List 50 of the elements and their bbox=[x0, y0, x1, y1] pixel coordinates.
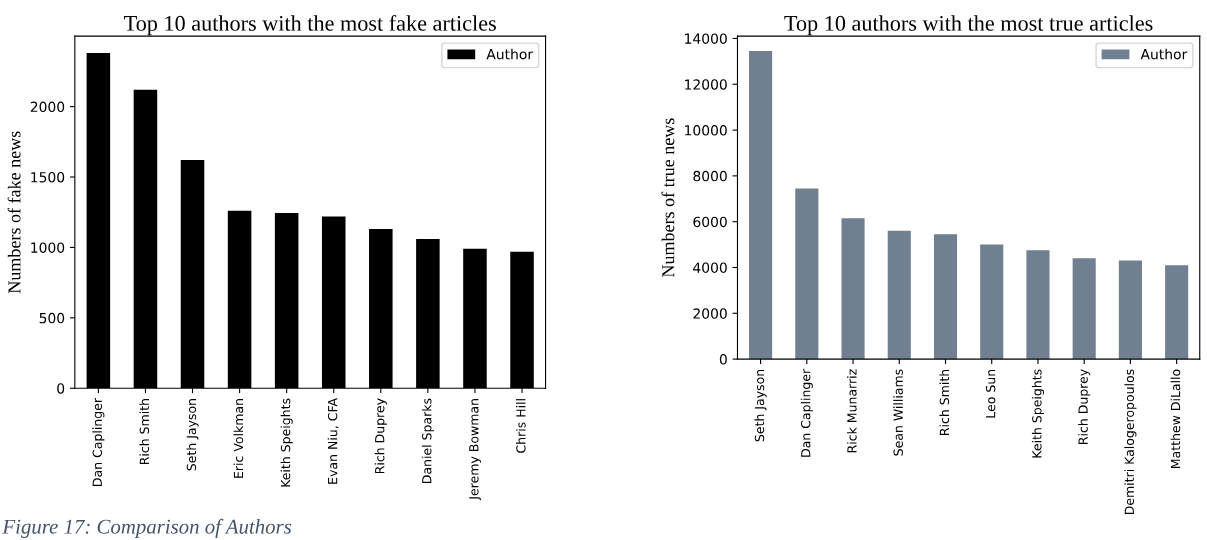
y-tick-label: 1500 bbox=[31, 171, 65, 183]
x-tick-label: Rick Munarriz bbox=[847, 369, 857, 453]
y-tick-label: 8000 bbox=[693, 170, 727, 182]
bar bbox=[1118, 260, 1142, 360]
x-tick-label: Dan Caplinger bbox=[800, 368, 813, 457]
bar bbox=[795, 188, 819, 360]
chart-title: Top 10 authors with the most true articles bbox=[784, 15, 1153, 36]
x-tick-label: Eric Volkman bbox=[233, 399, 244, 478]
bar bbox=[1072, 258, 1096, 360]
x-tick-label: Matthew DiLallo bbox=[1170, 369, 1181, 468]
x-tick-label: Dan Caplinger bbox=[92, 397, 105, 486]
x-tick-label: Seth Jayson bbox=[186, 399, 199, 471]
y-tick-label: 4000 bbox=[693, 262, 727, 273]
y-tick-label: 14000 bbox=[685, 33, 727, 44]
y-tick-label: 0 bbox=[57, 383, 65, 394]
bar bbox=[933, 234, 958, 360]
x-tick-label: Chris Hill bbox=[515, 399, 526, 453]
chart-title: Top 10 authors with the most fake articles bbox=[124, 14, 496, 36]
x-tick-label: Jeremy Bowman bbox=[469, 399, 481, 501]
y-tick-label: 0 bbox=[719, 354, 727, 365]
bar bbox=[980, 244, 1004, 360]
bar bbox=[749, 51, 773, 360]
bar bbox=[887, 230, 911, 360]
y-tick-label: 2000 bbox=[693, 308, 727, 319]
y-tick-label: 1000 bbox=[31, 242, 65, 253]
y-tick-label: 500 bbox=[39, 312, 65, 324]
legend-label: Author bbox=[1140, 48, 1188, 60]
y-tick-label: 10000 bbox=[685, 125, 727, 136]
x-tick-label: Keith Speights bbox=[1031, 369, 1045, 458]
y-tick-label: 2000 bbox=[30, 101, 65, 113]
y-axis-title: Numbers of fake news bbox=[7, 131, 21, 294]
x-tick-label: Keith Speights bbox=[280, 398, 293, 487]
bar bbox=[841, 218, 865, 360]
bar bbox=[1026, 250, 1050, 360]
x-tick-label: Rich Smith bbox=[939, 369, 950, 435]
y-axis-title: Numbers of true news bbox=[661, 118, 675, 278]
y-tick-label: 6000 bbox=[693, 216, 727, 228]
x-tick-label: Rich Duprey bbox=[1078, 369, 1091, 444]
x-tick-label: Sean Williams bbox=[893, 369, 903, 456]
x-tick-label: Demitri Kalogeropoulos bbox=[1124, 369, 1137, 515]
x-tick-label: Seth Jayson bbox=[754, 369, 767, 442]
x-tick-label: Evan Niu, CFA bbox=[327, 398, 339, 484]
x-tick-label: Rich Smith bbox=[139, 399, 150, 465]
bar bbox=[1165, 265, 1189, 360]
caption: Figure 17: Comparison of Authors bbox=[2, 518, 292, 538]
legend-label: Author bbox=[486, 48, 534, 60]
x-tick-label: Leo Sun bbox=[985, 369, 996, 418]
x-tick-label: Daniel Sparks bbox=[421, 398, 434, 483]
y-tick-label: 12000 bbox=[685, 79, 727, 90]
x-tick-label: Rich Duprey bbox=[374, 398, 387, 474]
